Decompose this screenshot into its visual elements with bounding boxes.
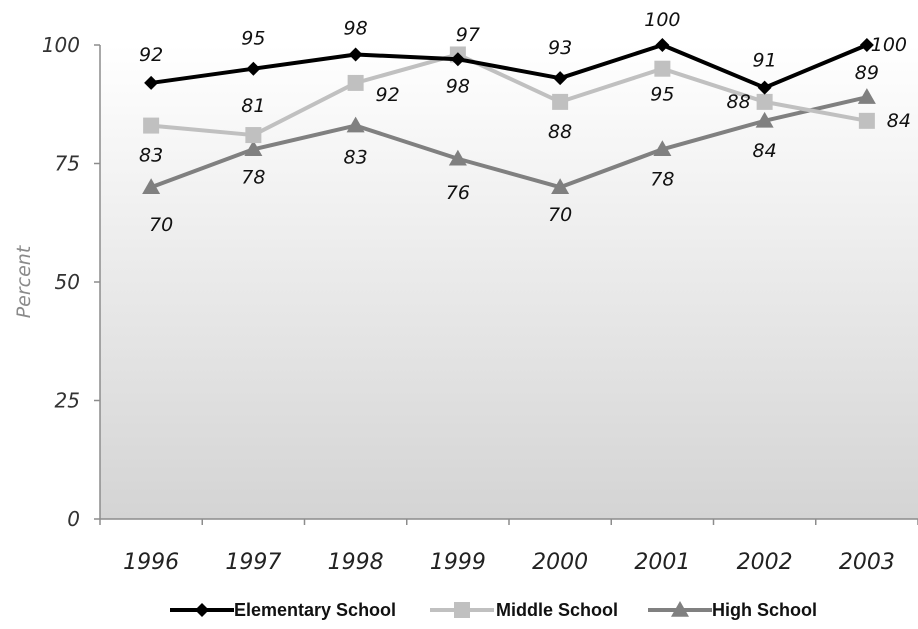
legend-item-1: Middle School	[430, 600, 618, 620]
data-label: 98	[446, 75, 470, 97]
data-label: 95	[650, 84, 674, 106]
legend-marker	[671, 601, 689, 617]
data-label: 83	[139, 145, 163, 167]
data-point	[654, 60, 671, 77]
data-point	[859, 38, 874, 52]
data-label: 92	[376, 84, 400, 106]
data-label: 100	[644, 9, 680, 31]
data-point	[448, 149, 467, 166]
data-point	[756, 93, 773, 110]
data-point	[450, 52, 465, 67]
series-line	[150, 43, 868, 90]
data-point	[755, 111, 774, 128]
x-tick-label: 2002	[737, 550, 793, 575]
data-point	[246, 61, 261, 76]
legend-marker	[454, 602, 470, 618]
y-axis-ticks: 0 25 50 75 100	[42, 33, 100, 531]
data-point	[244, 140, 263, 157]
legend-label: Middle School	[496, 600, 618, 620]
y-tick-label: 50	[55, 270, 80, 294]
y-tick-label: 0	[67, 507, 80, 531]
legend-item-2: High School	[648, 600, 817, 620]
x-tick-label: 2000	[532, 550, 588, 575]
series-line	[150, 95, 868, 190]
data-point	[757, 80, 772, 95]
data-point	[653, 140, 672, 157]
data-label: 76	[446, 182, 470, 204]
x-tick-label: 1999	[430, 550, 486, 575]
data-point	[655, 38, 670, 52]
data-point	[551, 178, 570, 194]
x-tick-label: 2003	[839, 550, 895, 575]
data-label: 83	[344, 147, 368, 169]
data-label: 98	[344, 17, 368, 39]
data-label: 78	[650, 168, 674, 190]
data-point	[143, 117, 160, 134]
data-label: 88	[727, 91, 751, 113]
data-point	[347, 74, 364, 91]
data-point	[553, 71, 568, 86]
data-label: 91	[753, 50, 777, 72]
y-tick-label: 75	[55, 152, 80, 176]
data-labels: 92 95 98 97 93 100 91 100 83 81 92 98 88 95 88 84 70 78 83…	[139, 9, 911, 236]
y-tick-label: 25	[55, 389, 80, 413]
legend-item-0: Elementary School	[170, 600, 396, 620]
series-line	[150, 52, 868, 138]
legend: Elementary School Middle School High Schoo…	[170, 600, 817, 620]
data-label: 95	[241, 28, 265, 50]
y-axis-title: Percent	[13, 244, 35, 318]
data-point	[348, 47, 363, 62]
data-point	[144, 75, 159, 90]
data-point	[552, 93, 569, 110]
series-layer	[142, 38, 876, 194]
data-label: 84	[753, 140, 777, 162]
x-axis-ticks: 1996 1997 1998 1999 2000 2001 2002 2003	[99, 519, 918, 575]
data-label: 92	[139, 44, 163, 66]
data-label: 70	[149, 214, 173, 236]
data-label: 88	[548, 121, 572, 143]
data-point	[245, 127, 262, 144]
legend-label: Elementary School	[234, 600, 396, 620]
data-label: 70	[548, 204, 572, 226]
series-2	[142, 88, 876, 194]
series-0	[144, 38, 874, 95]
data-point	[858, 112, 875, 129]
legend-marker	[195, 603, 209, 617]
data-label: 93	[548, 37, 572, 59]
x-tick-label: 1996	[123, 550, 179, 575]
data-label: 100	[871, 34, 907, 56]
x-tick-label: 1997	[225, 550, 281, 575]
data-point	[857, 88, 876, 104]
data-label: 89	[855, 62, 879, 84]
data-point	[142, 178, 161, 194]
data-point	[346, 116, 365, 133]
plot-background	[100, 45, 918, 519]
x-tick-label: 1998	[328, 550, 384, 575]
data-label: 84	[887, 110, 911, 132]
x-tick-label: 2001	[634, 550, 690, 575]
y-tick-label: 100	[42, 33, 80, 57]
data-label: 97	[456, 24, 480, 46]
data-label: 81	[241, 95, 265, 117]
data-label: 78	[241, 166, 265, 188]
legend-label: High School	[712, 600, 817, 620]
